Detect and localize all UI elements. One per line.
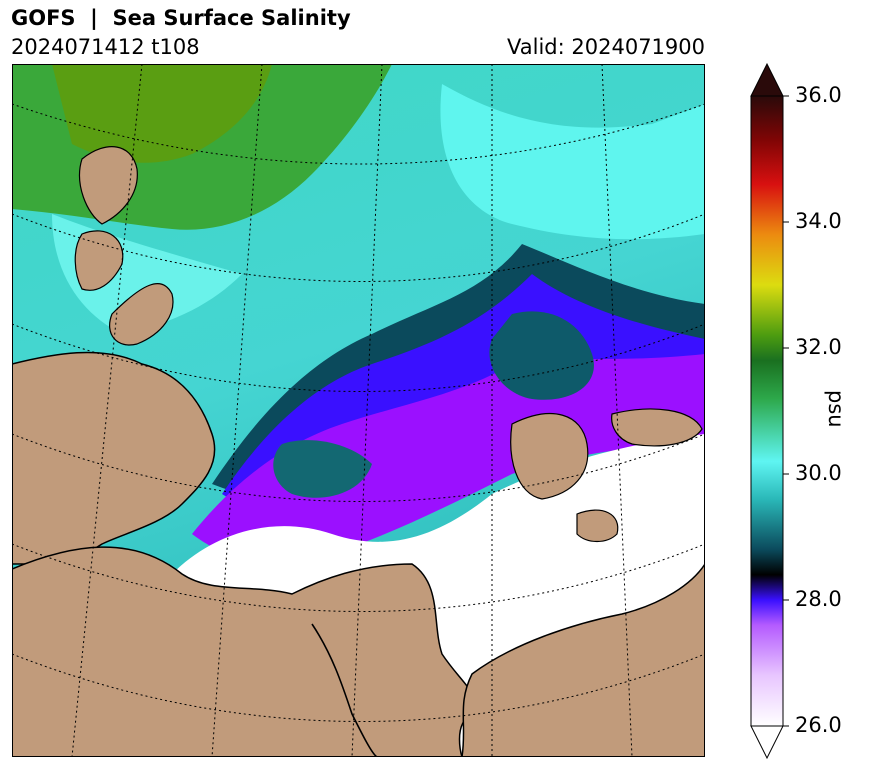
- land-southeast: [461, 562, 705, 757]
- map-title: GOFS | Sea Surface Salinity: [11, 6, 351, 30]
- violet-band: [192, 354, 705, 563]
- salinity-map: [12, 64, 705, 757]
- teal-patch: [273, 440, 372, 498]
- river: [311, 623, 378, 757]
- island-north-3: [109, 283, 174, 346]
- colorbar-extend-min: [750, 725, 784, 760]
- valid-time-label: Valid: 2024071900: [507, 35, 705, 59]
- model-run-label: 2024071412 t108: [11, 35, 200, 59]
- colorbar-extend-max: [750, 62, 784, 97]
- cyan-region: [440, 84, 705, 240]
- graticule: [12, 64, 705, 757]
- teal-patch: [489, 311, 594, 400]
- colorbar-tick-label: 34.0: [795, 209, 842, 233]
- colorbar-tick-label: 32.0: [795, 335, 842, 359]
- island-east-3: [576, 509, 619, 543]
- olive-region: [52, 64, 272, 163]
- colorbar-unit-label: psu: [824, 390, 848, 428]
- island-north-1: [78, 146, 138, 225]
- island-north-2: [74, 230, 124, 291]
- colorbar-tick-label: 30.0: [795, 461, 842, 485]
- colorbar-tick-label: 28.0: [795, 587, 842, 611]
- colorbar-ticks: [783, 95, 789, 727]
- colorbar: [750, 62, 789, 760]
- colorbar-tick-label: 36.0: [795, 83, 842, 107]
- colorbar-tick-label: 26.0: [795, 713, 842, 737]
- colorbar-bar: [750, 95, 784, 727]
